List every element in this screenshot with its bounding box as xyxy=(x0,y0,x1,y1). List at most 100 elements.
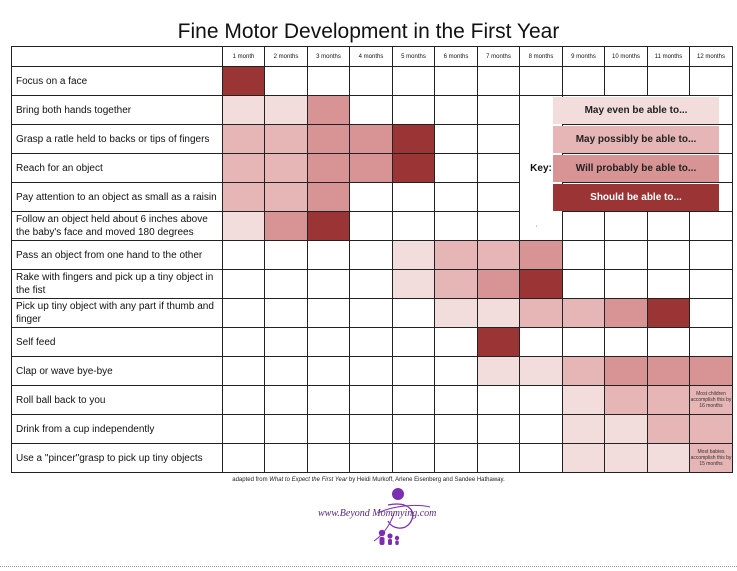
month-cell xyxy=(222,66,265,96)
note-pincer: Most babies accomplish this by 15 months xyxy=(690,449,732,467)
month-cell xyxy=(264,66,308,96)
month-cell xyxy=(264,385,308,415)
month-cell xyxy=(519,414,563,444)
month-cell xyxy=(647,211,690,241)
month-cell xyxy=(222,182,265,212)
milestone-row: Follow an object held about 6 inches abo… xyxy=(11,211,733,241)
month-cell xyxy=(647,356,690,386)
month-cell xyxy=(392,95,435,125)
milestone-label: Clap or wave bye-bye xyxy=(11,356,223,386)
month-cell xyxy=(264,240,308,270)
month-cell xyxy=(222,269,265,299)
month-cell xyxy=(307,414,350,444)
milestone-label: Drink from a cup independently xyxy=(11,414,223,444)
month-cell xyxy=(477,240,520,270)
month-cell xyxy=(307,385,350,415)
month-cell xyxy=(647,414,690,444)
month-cell xyxy=(392,124,435,154)
month-cell xyxy=(477,66,520,96)
milestone-row: Drink from a cup independently xyxy=(11,414,733,444)
month-cell xyxy=(519,356,563,386)
month-cell xyxy=(604,240,648,270)
month-cell xyxy=(562,385,605,415)
month-cell xyxy=(349,414,393,444)
month-cell xyxy=(434,269,478,299)
month-cell xyxy=(562,240,605,270)
milestone-label: Pass an object from one hand to the othe… xyxy=(11,240,223,270)
month-cell xyxy=(392,211,435,241)
month-header: 1 month xyxy=(222,46,265,67)
month-cell xyxy=(434,385,478,415)
month-cell xyxy=(307,298,350,328)
month-cell xyxy=(604,66,648,96)
month-cell xyxy=(434,95,478,125)
milestone-label: Grasp a ratle held to backs or tips of f… xyxy=(11,124,223,154)
month-cell xyxy=(349,385,393,415)
month-cell xyxy=(647,385,690,415)
month-cell xyxy=(562,211,605,241)
month-cell xyxy=(434,240,478,270)
credit-prefix: adapted from xyxy=(232,477,270,483)
month-cell xyxy=(307,211,350,241)
month-cell xyxy=(264,95,308,125)
month-cell xyxy=(689,327,733,357)
month-cell xyxy=(222,240,265,270)
month-cell xyxy=(562,66,605,96)
month-cell xyxy=(689,414,733,444)
credit-line: adapted from What to Expect the First Ye… xyxy=(0,477,737,483)
month-header: 5 months xyxy=(392,46,435,67)
corner-cell xyxy=(11,46,223,67)
month-cell xyxy=(562,327,605,357)
month-cell xyxy=(477,211,520,241)
month-cell xyxy=(349,66,393,96)
month-cell xyxy=(689,298,733,328)
month-cell xyxy=(392,269,435,299)
milestone-label: Use a "pincer"grasp to pick up tiny obje… xyxy=(11,443,223,473)
month-cell xyxy=(689,240,733,270)
month-cell xyxy=(689,356,733,386)
page-title: Fine Motor Development in the First Year xyxy=(177,20,560,43)
month-cell xyxy=(349,182,393,212)
month-cell xyxy=(349,327,393,357)
milestone-label: Roll ball back to you xyxy=(11,385,223,415)
month-header: 12 months xyxy=(689,46,733,67)
month-header: 8 months xyxy=(519,46,563,67)
month-cell xyxy=(477,327,520,357)
month-cell xyxy=(604,211,648,241)
milestone-row: Clap or wave bye-bye xyxy=(11,356,733,386)
month-cell xyxy=(307,182,350,212)
month-cell xyxy=(307,124,350,154)
month-cell xyxy=(477,443,520,473)
month-cell xyxy=(434,124,478,154)
month-cell xyxy=(392,443,435,473)
month-cell xyxy=(349,269,393,299)
month-cell xyxy=(689,66,733,96)
month-cell xyxy=(604,356,648,386)
milestone-row: Pick up tiny object with any part if thu… xyxy=(11,298,733,328)
credit-suffix: by Heidi Murkoff, Arlene Eisenberg and S… xyxy=(347,477,505,483)
month-header: 10 months xyxy=(604,46,648,67)
month-cell xyxy=(434,298,478,328)
month-cell xyxy=(349,153,393,183)
month-cell xyxy=(392,327,435,357)
month-cell xyxy=(477,385,520,415)
month-cell xyxy=(392,182,435,212)
month-cell xyxy=(689,269,733,299)
month-cell xyxy=(604,385,648,415)
milestone-label: Self feed xyxy=(11,327,223,357)
month-cell xyxy=(264,414,308,444)
month-cell xyxy=(264,443,308,473)
month-cell xyxy=(647,327,690,357)
month-cell xyxy=(264,269,308,299)
month-cell xyxy=(349,95,393,125)
month-cell xyxy=(477,182,520,212)
milestone-label: Pay attention to an object as small as a… xyxy=(11,182,223,212)
month-cell xyxy=(519,66,563,96)
month-cell xyxy=(222,298,265,328)
milestone-row: Self feed xyxy=(11,327,733,357)
month-cell xyxy=(264,182,308,212)
month-cell xyxy=(434,356,478,386)
month-cell xyxy=(349,298,393,328)
milestone-label: Pick up tiny object with any part if thu… xyxy=(11,298,223,328)
month-cell xyxy=(264,124,308,154)
